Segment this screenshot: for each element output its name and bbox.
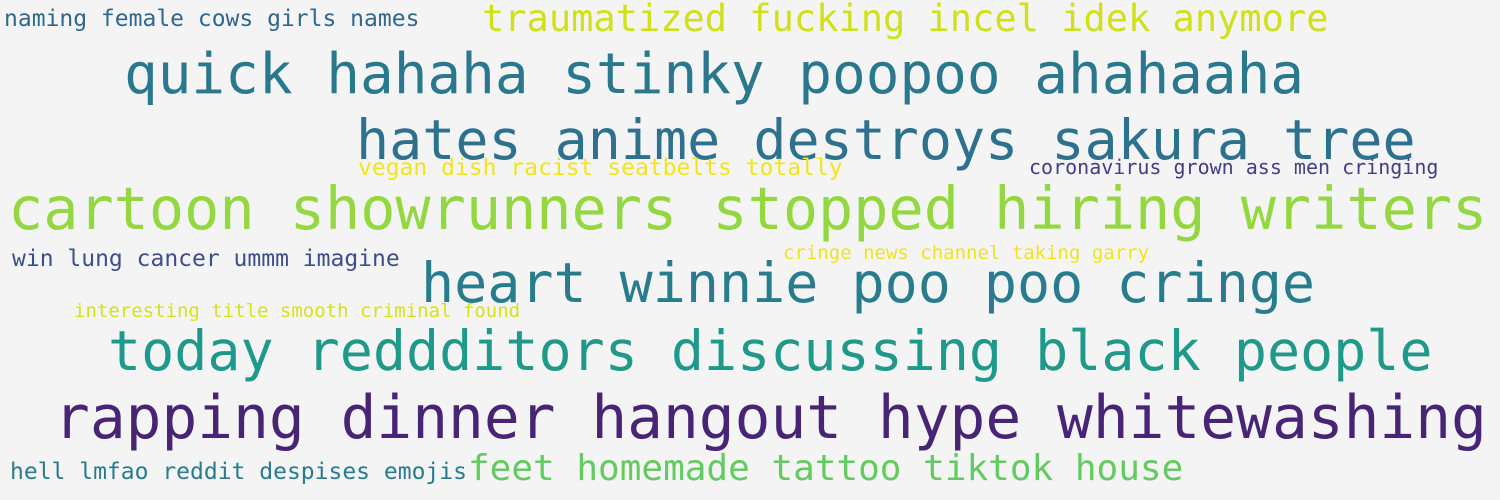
cloud-phrase: naming female cows girls names — [4, 6, 420, 32]
cloud-phrase: cartoon showrunners stopped hiring write… — [8, 175, 1488, 243]
cloud-phrase: today reddditors discussing black people — [108, 319, 1433, 383]
cloud-phrase: cringe news channel taking garry — [783, 242, 1150, 264]
cloud-phrase: hell lmfao reddit despises emojis — [10, 459, 467, 485]
cloud-phrase: traumatized fucking incel idek anymore — [482, 0, 1329, 40]
cloud-phrase: win lung cancer ummm imagine — [12, 246, 400, 272]
cloud-phrase: vegan dish racist seatbelts totally — [358, 155, 843, 181]
cloud-phrase: interesting title smooth criminal found — [74, 300, 521, 322]
cloud-phrase: heart winnie poo poo cringe — [421, 251, 1316, 315]
cloud-phrase: quick hahaha stinky poopoo ahahaaha — [124, 42, 1305, 107]
cloud-phrase: feet homemade tattoo tiktok house — [468, 448, 1184, 489]
cloud-phrase: rapping dinner hangout hype whitewashing — [54, 384, 1487, 453]
cloud-phrase: coronavirus grown ass men cringing — [1029, 155, 1439, 179]
cloud-phrase: hates anime destroys sakura tree — [356, 108, 1416, 172]
